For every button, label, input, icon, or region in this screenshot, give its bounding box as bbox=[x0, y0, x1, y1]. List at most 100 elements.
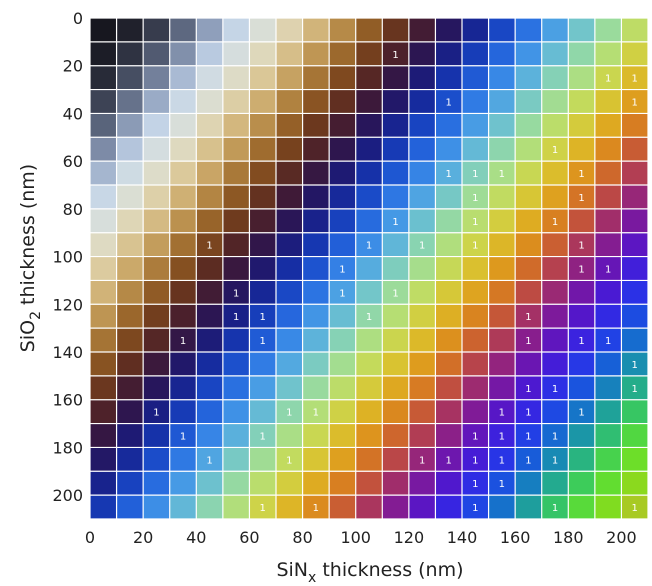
heatmap-cell bbox=[302, 18, 330, 42]
cell-annotation: 1 bbox=[525, 408, 531, 419]
heatmap-cell bbox=[382, 137, 409, 162]
heatmap-cell bbox=[462, 65, 489, 90]
heatmap-cell bbox=[90, 256, 117, 281]
heatmap-cell bbox=[594, 161, 622, 185]
heatmap-cell bbox=[621, 137, 648, 162]
heatmap-cell bbox=[408, 41, 436, 66]
heatmap-cell bbox=[276, 18, 303, 42]
heatmap-cell bbox=[382, 208, 409, 233]
heatmap-cell bbox=[222, 232, 250, 257]
heatmap-cell bbox=[169, 232, 197, 257]
heatmap-cell bbox=[169, 41, 197, 66]
heatmap-cell bbox=[116, 18, 144, 42]
heatmap-grid bbox=[89, 17, 649, 520]
heatmap-cell bbox=[90, 471, 117, 496]
cell-annotation: 1 bbox=[446, 98, 452, 109]
heatmap-cell bbox=[302, 161, 330, 185]
heatmap-cell bbox=[196, 41, 223, 66]
heatmap-cell bbox=[116, 161, 144, 185]
cell-annotation: 1 bbox=[446, 455, 452, 466]
heatmap-cell bbox=[594, 447, 622, 472]
heatmap-cell bbox=[276, 161, 303, 185]
heatmap-cell bbox=[621, 304, 648, 329]
heatmap-cell bbox=[169, 65, 197, 90]
heatmap-cell bbox=[169, 495, 197, 519]
heatmap-cell bbox=[594, 471, 622, 496]
heatmap-cell bbox=[541, 185, 569, 209]
heatmap-cell bbox=[90, 18, 117, 42]
heatmap-cell bbox=[355, 280, 383, 305]
heatmap-cell bbox=[249, 471, 276, 496]
y-tick-label: 80 bbox=[63, 200, 83, 219]
cell-annotation: 1 bbox=[206, 455, 212, 466]
heatmap-cell bbox=[435, 375, 462, 400]
cell-annotation: 1 bbox=[313, 408, 319, 419]
heatmap-cell bbox=[515, 185, 542, 209]
y-tick-label: 140 bbox=[52, 343, 83, 362]
heatmap-cell bbox=[488, 328, 516, 352]
heatmap-cell bbox=[249, 447, 276, 472]
heatmap-cell bbox=[488, 447, 516, 472]
heatmap-cell bbox=[276, 65, 303, 90]
heatmap-cell bbox=[329, 399, 356, 424]
cell-annotation: 1 bbox=[233, 312, 239, 323]
heatmap-cell bbox=[515, 304, 542, 329]
heatmap-cell bbox=[568, 375, 595, 400]
heatmap-cell bbox=[435, 18, 462, 42]
heatmap-cell bbox=[435, 185, 462, 209]
heatmap-cell bbox=[382, 65, 409, 90]
heatmap-cell bbox=[568, 208, 595, 233]
x-tick-label: 180 bbox=[553, 528, 584, 547]
heatmap-cell bbox=[116, 304, 144, 329]
cell-annotation: 1 bbox=[525, 312, 531, 323]
heatmap-cell bbox=[196, 185, 223, 209]
heatmap-cell bbox=[621, 495, 648, 519]
heatmap-cell bbox=[222, 113, 250, 138]
heatmap-cell bbox=[568, 137, 595, 162]
heatmap-cell bbox=[488, 65, 516, 90]
cell-annotation: 1 bbox=[472, 479, 478, 490]
heatmap-cell bbox=[568, 89, 595, 114]
heatmap-cell bbox=[143, 232, 170, 257]
heatmap-cell bbox=[488, 352, 516, 376]
cell-annotation: 1 bbox=[339, 265, 345, 276]
heatmap-cell bbox=[143, 375, 170, 400]
heatmap-cell bbox=[355, 399, 383, 424]
cell-annotation: 1 bbox=[632, 360, 638, 371]
heatmap-cell bbox=[90, 65, 117, 90]
heatmap-cell bbox=[408, 161, 436, 185]
heatmap-cell bbox=[594, 208, 622, 233]
heatmap-cell bbox=[435, 352, 462, 376]
heatmap-cell bbox=[435, 256, 462, 281]
heatmap-cell bbox=[222, 447, 250, 472]
heatmap-cell bbox=[143, 18, 170, 42]
heatmap-cell bbox=[302, 65, 330, 90]
heatmap-cell bbox=[355, 41, 383, 66]
heatmap-cell bbox=[408, 208, 436, 233]
cell-annotation: 1 bbox=[499, 455, 505, 466]
heatmap-cell bbox=[568, 352, 595, 376]
heatmap-cell bbox=[488, 18, 516, 42]
heatmap-cell bbox=[621, 256, 648, 281]
y-tick-label: 60 bbox=[63, 152, 83, 171]
heatmap-cell bbox=[594, 89, 622, 114]
heatmap-cell bbox=[594, 137, 622, 162]
heatmap-cell bbox=[408, 185, 436, 209]
heatmap-cell bbox=[329, 232, 356, 257]
heatmap-cell bbox=[355, 208, 383, 233]
heatmap-cell bbox=[329, 304, 356, 329]
heatmap-cell bbox=[515, 399, 542, 424]
cell-annotation: 1 bbox=[632, 384, 638, 395]
heatmap-cell bbox=[116, 352, 144, 376]
heatmap-cell bbox=[568, 280, 595, 305]
heatmap-cell bbox=[116, 232, 144, 257]
heatmap-cell bbox=[116, 185, 144, 209]
cell-annotation: 1 bbox=[472, 217, 478, 228]
heatmap-cell bbox=[90, 352, 117, 376]
heatmap-cell bbox=[408, 328, 436, 352]
heatmap-cell bbox=[196, 65, 223, 90]
heatmap-cell bbox=[382, 495, 409, 519]
heatmap-cell bbox=[116, 280, 144, 305]
heatmap-cell bbox=[276, 447, 303, 472]
